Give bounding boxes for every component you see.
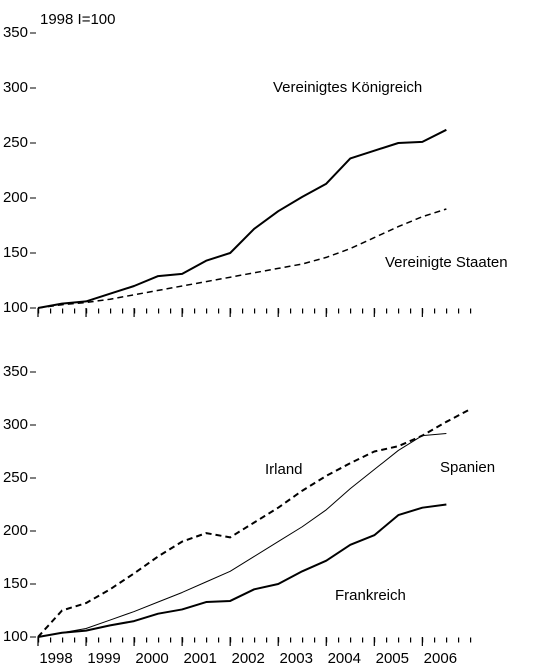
series-label: Frankreich [335, 587, 406, 604]
x-tick-label: 2001 [183, 650, 216, 667]
y-tick-label: 150 [3, 244, 28, 261]
x-tick-label: 1998 [39, 650, 72, 667]
x-tick-label: 2002 [232, 650, 265, 667]
x-tick-label: 2006 [424, 650, 457, 667]
x-tick-label: 2004 [328, 650, 361, 667]
x-tick-label: 2000 [135, 650, 168, 667]
series-label: Vereinigtes Königreich [273, 79, 422, 96]
y-tick-label: 250 [3, 469, 28, 486]
y-tick-label: 200 [3, 522, 28, 539]
series-label: Vereinigte Staaten [385, 254, 508, 271]
x-tick-label: 2005 [376, 650, 409, 667]
x-tick-label: 1999 [87, 650, 120, 667]
y-tick-label: 100 [3, 299, 28, 316]
y-tick-label: 100 [3, 628, 28, 645]
series-line [37, 432, 447, 638]
y-tick-label: 300 [3, 416, 28, 433]
x-tick-label: 2003 [280, 650, 313, 667]
y-tick-label: 150 [3, 575, 28, 592]
series-line [37, 408, 471, 638]
series-line [37, 503, 447, 638]
y-tick-label: 200 [3, 189, 28, 206]
y-axis-label: 1998 I=100 [40, 11, 116, 28]
y-tick-label: 350 [3, 24, 28, 41]
y-tick-label: 350 [3, 363, 28, 380]
y-tick-label: 300 [3, 79, 28, 96]
series-label: Irland [265, 461, 303, 478]
y-tick-label: 250 [3, 134, 28, 151]
series-line [37, 128, 447, 309]
series-label: Spanien [440, 459, 495, 476]
